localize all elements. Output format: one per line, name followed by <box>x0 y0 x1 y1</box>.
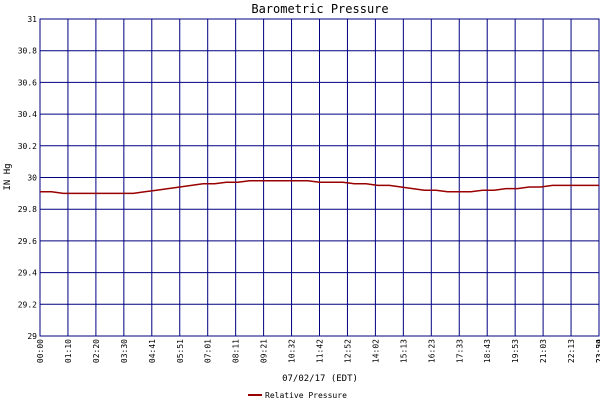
y-tick-label: 31 <box>27 15 37 24</box>
legend: Relative Pressure <box>248 391 347 400</box>
series-group <box>40 179 599 195</box>
x-tick-label: 23:59 <box>595 339 600 363</box>
y-tick-label: 29 <box>27 332 37 341</box>
series-line-relative-pressure <box>40 179 599 195</box>
x-tick-label: 14:02 <box>371 339 380 363</box>
x-tick-label: 18:43 <box>483 339 492 363</box>
y-tick-labels: 29 29.2 29.4 29.6 29.8 30 30.2 30.4 30.6 30.8 31 <box>18 15 37 341</box>
chart-title: Barometric Pressure <box>251 2 388 16</box>
x-tick-label: 10:32 <box>288 339 297 363</box>
x-tick-label: 01:10 <box>64 339 73 363</box>
x-axis-label: 07/02/17 (EDT) <box>282 374 358 384</box>
y-tick-label: 29.8 <box>18 205 37 214</box>
legend-label-relative-pressure: Relative Pressure <box>265 391 347 400</box>
x-tick-label: 23:24 <box>595 339 600 363</box>
x-tick-label: 05:51 <box>176 339 185 363</box>
x-tick-label: 15:13 <box>399 339 408 363</box>
x-tick-label: 19:53 <box>511 339 520 363</box>
y-tick-label: 29.2 <box>18 300 37 309</box>
x-tick-label: 04:41 <box>148 339 157 363</box>
x-tick-labels: 00:00 01:10 02:20 03:30 04:41 05:51 07:01 08:11… <box>36 339 600 363</box>
y-axis-label: IN Hg <box>3 163 13 190</box>
y-tick-label: 30.2 <box>18 142 37 151</box>
y-tick-label: 30.4 <box>18 110 37 119</box>
x-tick-label: 22:13 <box>567 339 576 363</box>
x-tick-label: 02:20 <box>92 339 101 363</box>
x-tick-label: 11:42 <box>316 339 325 363</box>
y-tick-label: 29.4 <box>18 269 37 278</box>
x-tick-label: 07:01 <box>204 339 213 363</box>
y-tick-label: 30.8 <box>18 47 37 56</box>
x-tick-label: 09:21 <box>260 339 269 363</box>
y-tick-label: 29.6 <box>18 237 37 246</box>
x-tick-label: 16:23 <box>427 339 436 363</box>
y-tick-label: 30.6 <box>18 78 37 87</box>
grid-lines <box>39 18 600 337</box>
x-tick-label: 12:52 <box>343 339 352 363</box>
x-tick-label: 08:11 <box>232 339 241 363</box>
x-tick-label: 21:03 <box>539 339 548 363</box>
x-tick-label: 17:33 <box>455 339 464 363</box>
x-tick-label: 00:00 <box>36 339 45 363</box>
x-tick-label: 03:30 <box>120 339 129 363</box>
y-tick-label: 30 <box>27 174 37 183</box>
